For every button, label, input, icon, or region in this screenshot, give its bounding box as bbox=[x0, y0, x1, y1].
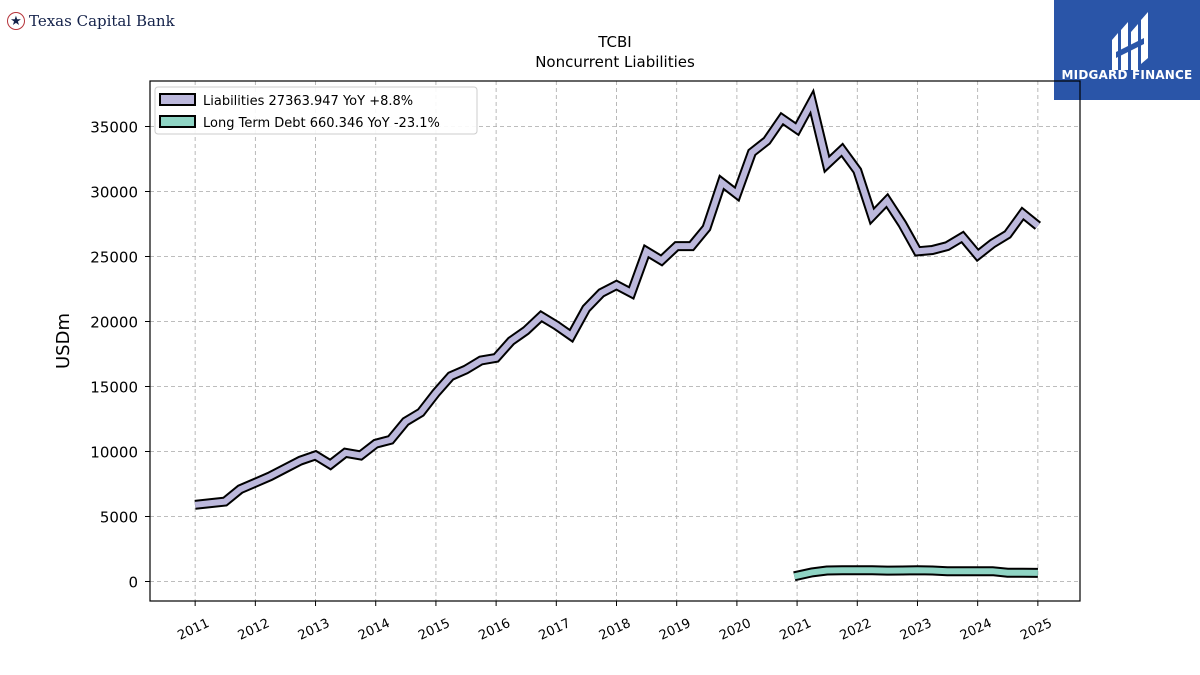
y-tick-label: 20000 bbox=[90, 314, 138, 332]
legend-label-liabilities: Liabilities 27363.947 YoY +8.8% bbox=[203, 94, 413, 109]
chart-title: TCBI bbox=[597, 33, 631, 51]
y-tick-label: 5000 bbox=[100, 509, 138, 527]
star-icon: ★ bbox=[7, 12, 25, 30]
y-axis: 0 5000 10000 15000 20000 25000 30000 35000 bbox=[90, 119, 150, 592]
x-tick-label: 2019 bbox=[657, 616, 693, 644]
legend-box bbox=[154, 86, 478, 135]
legend-swatch-liabilities bbox=[159, 93, 196, 106]
x-tick-label: 2015 bbox=[416, 616, 452, 644]
grid-lines bbox=[150, 81, 1080, 601]
y-tick-label: 25000 bbox=[90, 249, 138, 267]
y-tick-label: 0 bbox=[128, 574, 138, 592]
y-tick-label: 15000 bbox=[90, 379, 138, 397]
midgard-emblem-icon bbox=[1112, 12, 1148, 70]
legend-label-long-term-debt: Long Term Debt 660.346 YoY -23.1% bbox=[203, 116, 440, 131]
x-tick-label: 2022 bbox=[838, 616, 874, 644]
left-logo-text: Texas Capital Bank bbox=[29, 12, 175, 30]
series-outline-liabilities bbox=[194, 87, 1042, 510]
legend: Liabilities 27363.947 YoY +8.8% Long Ter… bbox=[154, 86, 478, 135]
x-tick-label: 2020 bbox=[717, 616, 753, 644]
y-tick-label: 30000 bbox=[90, 184, 138, 202]
y-tick-label: 10000 bbox=[90, 444, 138, 462]
y-axis-label: USDm bbox=[53, 313, 74, 369]
x-tick-label: 2021 bbox=[777, 616, 813, 644]
series-layer bbox=[194, 87, 1042, 582]
legend-swatch-long-term-debt bbox=[159, 115, 196, 128]
plot-frame bbox=[149, 80, 1081, 602]
y-tick-label: 35000 bbox=[90, 119, 138, 137]
x-axis: 2011 2012 2013 2014 2015 2016 2017 2018 2019 2020… bbox=[176, 601, 1055, 644]
chart-subtitle: Noncurrent Liabilities bbox=[535, 53, 695, 71]
x-tick-label: 2024 bbox=[958, 616, 994, 644]
x-tick-label: 2025 bbox=[1018, 616, 1054, 644]
x-tick-label: 2012 bbox=[236, 616, 272, 644]
x-tick-label: 2016 bbox=[476, 616, 512, 644]
x-tick-label: 2011 bbox=[176, 616, 212, 644]
series-line-liabilities bbox=[194, 93, 1040, 508]
series-line-long-term-debt bbox=[793, 567, 1038, 580]
x-tick-label: 2017 bbox=[537, 616, 573, 644]
x-tick-label: 2023 bbox=[898, 616, 934, 644]
x-tick-label: 2018 bbox=[597, 616, 633, 644]
x-tick-label: 2014 bbox=[356, 616, 392, 644]
x-tick-label: 2013 bbox=[296, 616, 332, 644]
right-logo-text: MIDGARD FINANCE bbox=[1061, 68, 1193, 82]
texas-capital-bank-logo: ★ Texas Capital Bank bbox=[7, 12, 175, 30]
midgard-finance-logo: MIDGARD FINANCE bbox=[1054, 0, 1200, 100]
